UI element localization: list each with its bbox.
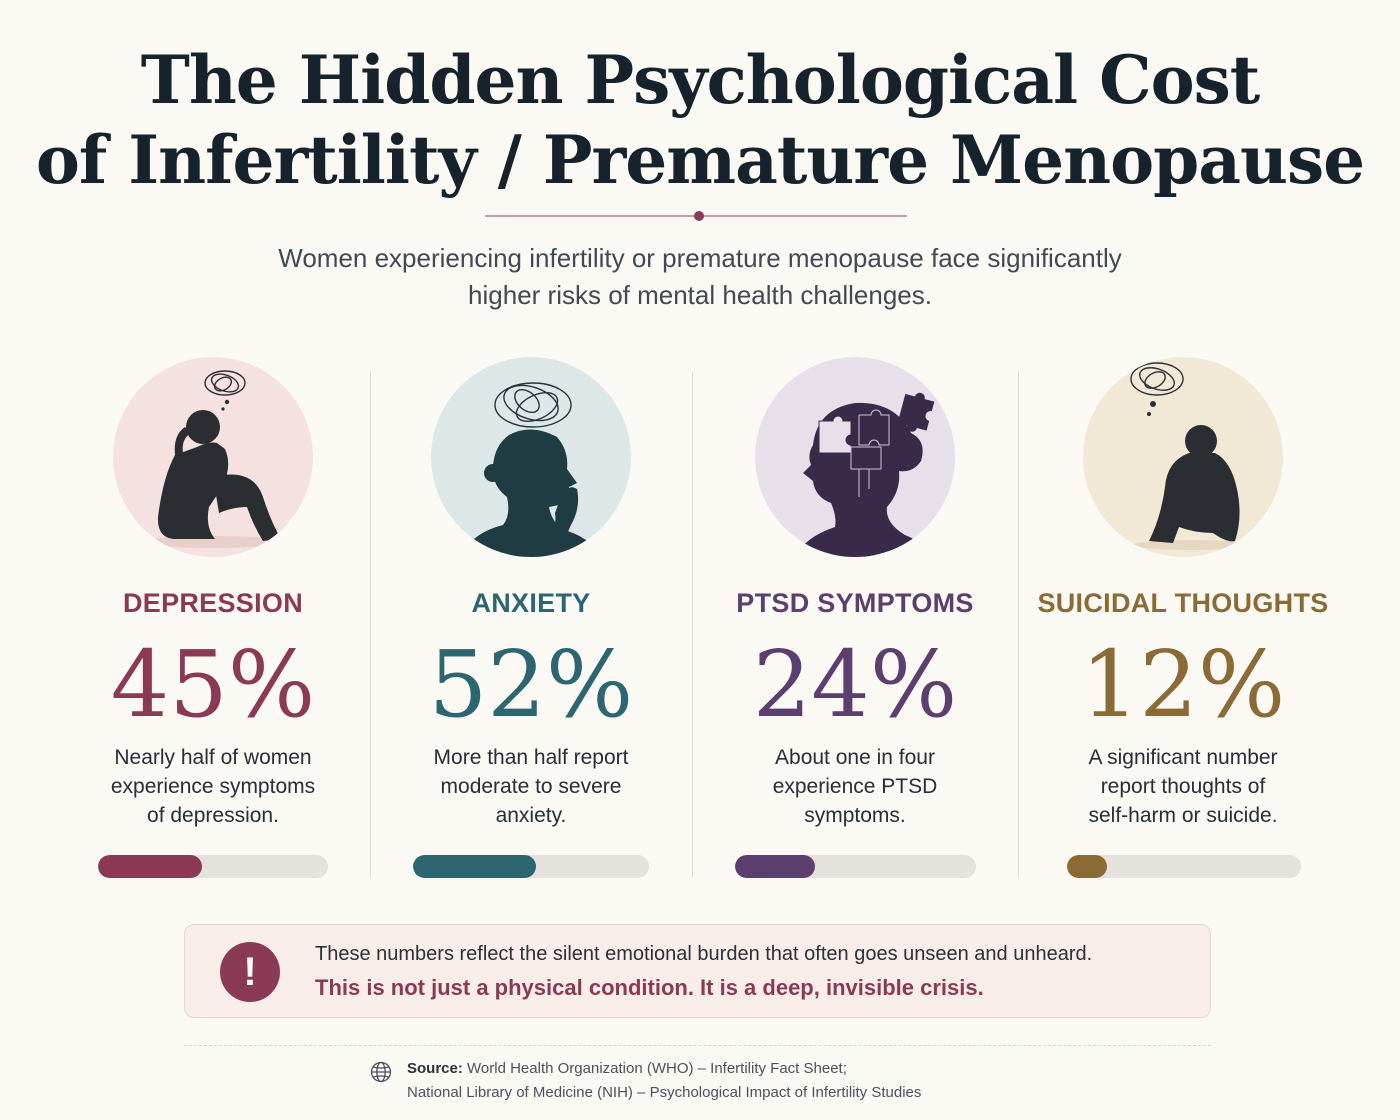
progress-bar [1067,855,1301,878]
progress-bar-fill [735,855,815,878]
anxious-profile-icon [431,357,631,557]
source-line-2: National Library of Medicine (NIH) – Psy… [407,1084,922,1101]
stat-label: SUICIDAL THOUGHTS [1037,588,1329,618]
progress-bar [735,855,976,878]
source-label: Source: [407,1060,463,1077]
source-divider [184,1045,1211,1046]
stat-label: ANXIETY [471,588,591,618]
column-divider [370,372,371,878]
stat-description-line: self-harm or suicide. [1088,804,1278,827]
stat-label: PTSD SYMPTOMS [736,588,974,618]
puzzle-head-icon [755,357,955,557]
stat-card-suicidal-thoughts: SUICIDAL THOUGHTS 12% A significant numb… [1018,355,1348,895]
stat-description-line: Nearly half of women [114,746,312,769]
globe-icon [370,1061,392,1083]
stat-description-line: report thoughts of [1100,775,1266,798]
title-line-1: The Hidden Psychological Cost [140,41,1261,119]
callout-emphasis: This is not just a physical condition. I… [315,975,984,1000]
column-divider [692,372,693,878]
stat-description-line: anxiety. [495,804,567,827]
stat-value: 45% [110,631,316,738]
subtitle-line-2: higher risks of mental health challenges… [468,280,932,310]
stat-description: More than half report moderate to severe… [381,743,681,830]
stat-description-line: A significant number [1088,746,1278,769]
progress-bar-fill [413,855,536,878]
source-line-1: World Health Organization (WHO) – Infert… [467,1060,847,1077]
stat-card-depression: DEPRESSION 45% Nearly half of women expe… [48,355,378,895]
stat-description-line: moderate to severe [440,775,622,798]
stat-description-line: experience PTSD [772,775,938,798]
source-citation: Source: World Health Organization (WHO) … [407,1057,921,1105]
stat-description-line: symptoms. [804,804,906,827]
subtitle: Women experiencing infertility or premat… [200,240,1200,314]
progress-bar-fill [1067,855,1107,878]
stat-description-line: More than half report [433,746,629,769]
stat-description-line: About one in four [775,746,935,769]
stat-card-ptsd: PTSD SYMPTOMS 24% About one in four expe… [690,355,1020,895]
callout-box: ! These numbers reflect the silent emoti… [184,924,1211,1018]
progress-bar [413,855,649,878]
exclamation-icon: ! [220,942,280,1002]
stat-value: 24% [752,631,958,738]
progress-bar [98,855,328,878]
stat-description: Nearly half of women experience symptoms… [63,743,363,830]
stat-description-line: of depression. [147,804,279,827]
sitting-head-in-hand-icon [113,357,313,557]
title-line-2: of Infertility / Premature Menopause [35,121,1365,199]
stat-value: 52% [428,631,634,738]
stat-label: DEPRESSION [122,588,304,618]
stat-description: A significant number report thoughts of … [1033,743,1333,830]
curled-up-figure-icon [1083,357,1283,557]
stat-description-line: experience symptoms [110,775,316,798]
stat-card-anxiety: ANXIETY 52% More than half report modera… [366,355,696,895]
progress-bar-fill [98,855,202,878]
stat-description: About one in four experience PTSD sympto… [705,743,1005,830]
stat-value: 12% [1080,631,1286,738]
callout-text: These numbers reflect the silent emotion… [315,943,1093,965]
column-divider [1018,372,1019,878]
title-divider-dot [694,211,704,221]
page-title: The Hidden Psychological Cost of Inferti… [0,40,1400,200]
subtitle-line-1: Women experiencing infertility or premat… [278,243,1122,273]
